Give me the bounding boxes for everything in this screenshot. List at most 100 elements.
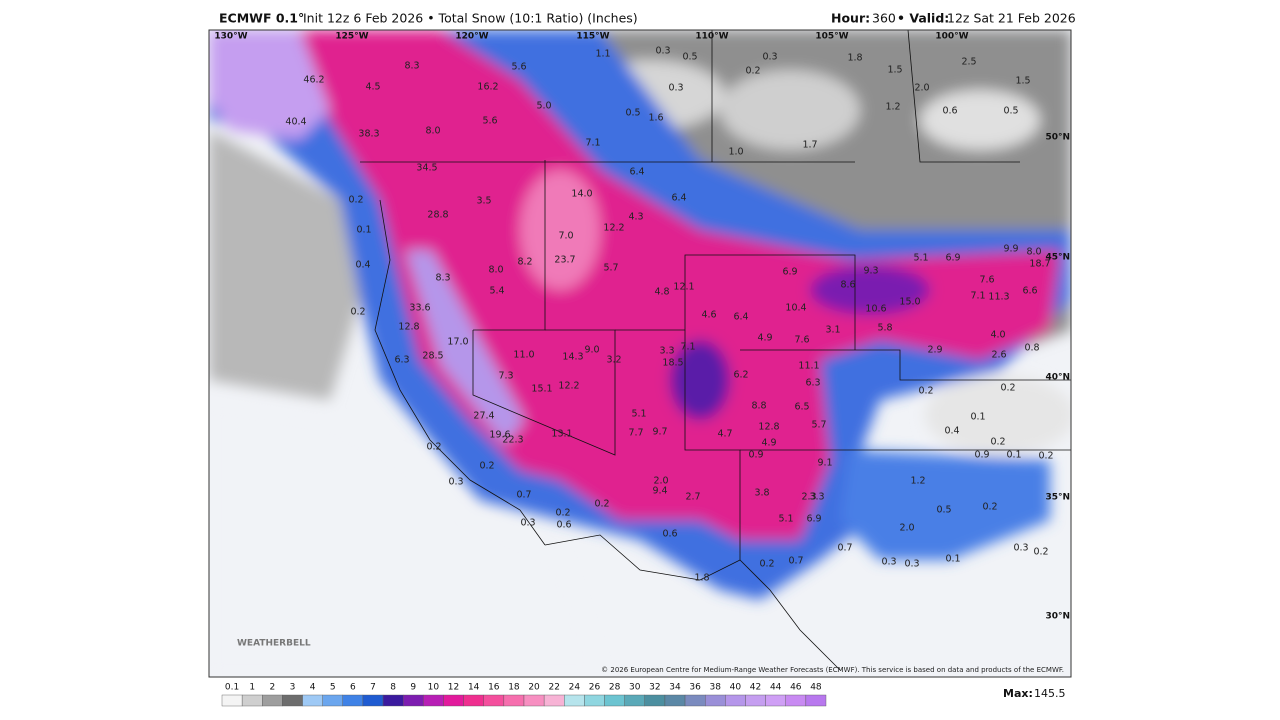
- snow-value: 0.6: [662, 529, 677, 540]
- legend-level: 42: [750, 683, 761, 693]
- snow-value: 0.2: [1000, 383, 1015, 394]
- snow-value: 46.2: [303, 75, 324, 86]
- snow-value: 0.3: [762, 52, 777, 63]
- legend-swatch: [765, 694, 786, 707]
- snow-value: 6.3: [394, 355, 409, 366]
- snow-value: 3.3: [659, 346, 674, 357]
- snow-value: 40.4: [285, 117, 306, 128]
- snow-value: 0.2: [990, 437, 1005, 448]
- legend-swatch: [684, 694, 706, 707]
- longitude-label: 130°W: [214, 32, 247, 42]
- snow-value: 5.8: [877, 323, 892, 334]
- snow-value: 7.3: [498, 371, 513, 382]
- snow-value: 4.0: [990, 330, 1005, 341]
- legend-swatch: [564, 694, 585, 707]
- hour-label: Hour:: [831, 11, 870, 26]
- snow-value: 9.1: [817, 458, 832, 469]
- snow-value: 3.8: [754, 488, 769, 499]
- legend-swatch: [604, 694, 625, 707]
- snow-value: 0.2: [350, 307, 365, 318]
- snow-value: 0.2: [555, 508, 570, 519]
- latitude-label: 40°N: [1045, 373, 1070, 383]
- snow-value: 0.8: [1024, 343, 1039, 354]
- snow-value: 8.6: [840, 280, 855, 291]
- snow-value: 1.2: [910, 476, 925, 487]
- legend-level: 24: [569, 683, 581, 693]
- snow-value: 5.6: [511, 62, 526, 73]
- legend-swatch: [624, 694, 646, 707]
- snow-value: 7.0: [558, 231, 573, 242]
- snow-value: 7.1: [680, 342, 695, 353]
- legend-level: 2: [269, 683, 275, 693]
- snow-value: 13.1: [551, 429, 572, 440]
- description: Init 12z 6 Feb 2026 • Total Snow (10:1 R…: [303, 11, 638, 26]
- snow-value: 5.7: [811, 420, 826, 431]
- snow-value: 5.7: [603, 263, 618, 274]
- snow-value: 1.8: [694, 573, 709, 584]
- snow-value: 0.3: [881, 557, 896, 568]
- snow-value: 15.1: [531, 384, 552, 395]
- snow-value: 9.3: [863, 266, 878, 277]
- snow-value: 6.3: [805, 378, 820, 389]
- snow-value: 22.3: [502, 435, 523, 446]
- snow-value: 10.6: [865, 304, 886, 315]
- legend-level: 4: [310, 683, 316, 693]
- snow-value: 8.2: [517, 257, 532, 268]
- snow-value: 0.3: [904, 559, 919, 570]
- snow-value: 0.2: [918, 386, 933, 397]
- snow-value: 6.5: [794, 402, 809, 413]
- snow-value: 4.5: [365, 82, 380, 93]
- longitude-label: 110°W: [695, 32, 728, 42]
- snow-value: 1.7: [802, 140, 817, 151]
- snow-value: 0.9: [974, 450, 989, 461]
- snow-value: 3.5: [476, 196, 491, 207]
- legend-level: 46: [790, 683, 802, 693]
- legend-swatch: [543, 694, 565, 707]
- latitude-label: 50°N: [1045, 133, 1070, 143]
- hour: 360: [872, 11, 896, 26]
- snow-value: 8.3: [435, 273, 450, 284]
- snow-value: 4.3: [628, 212, 643, 223]
- snow-value: 12.8: [758, 422, 779, 433]
- legend-swatch: [483, 694, 505, 707]
- snow-value: 0.1: [945, 554, 960, 565]
- snow-value: 2.9: [927, 345, 942, 356]
- legend-level: 48: [810, 683, 822, 693]
- legend-level: 0.1: [225, 683, 239, 693]
- legend-level: 9: [410, 683, 416, 693]
- snow-value: 0.6: [556, 520, 571, 531]
- snow-value: 6.4: [733, 312, 748, 323]
- legend-swatch: [302, 694, 323, 707]
- snow-value: 5.1: [631, 409, 646, 420]
- snow-value: 7.7: [628, 428, 643, 439]
- snow-value: 0.1: [356, 225, 371, 236]
- legend-swatch: [705, 694, 726, 707]
- longitude-label: 105°W: [815, 32, 848, 42]
- snow-value: 0.2: [594, 499, 609, 510]
- snow-value: 11.0: [513, 350, 534, 361]
- legend-swatch: [644, 694, 666, 707]
- snow-value: 11.1: [798, 361, 819, 372]
- legend-swatch: [443, 694, 464, 707]
- snow-value: 6.4: [671, 193, 686, 204]
- snow-field: [209, 30, 1071, 677]
- legend-swatch: [423, 694, 444, 707]
- snow-value: 8.0: [1026, 247, 1041, 258]
- legend-level: 14: [468, 683, 480, 693]
- copyright: © 2026 European Centre for Medium-Range …: [601, 666, 1064, 674]
- borders: [360, 30, 1071, 671]
- snow-value: 17.0: [447, 337, 468, 348]
- snow-value: 6.9: [945, 253, 960, 264]
- snow-value: 2.6: [991, 350, 1006, 361]
- snow-value: 9.9: [1003, 244, 1018, 255]
- snow-value: 38.3: [358, 129, 379, 140]
- snow-value: 0.5: [936, 505, 951, 516]
- latitude-label: 35°N: [1045, 493, 1070, 503]
- snow-value: 9.4: [652, 486, 667, 497]
- snow-value: 0.2: [426, 442, 441, 453]
- snow-value: 12.2: [558, 381, 579, 392]
- snow-value: 6.4: [629, 167, 644, 178]
- snow-value: 0.1: [1006, 450, 1021, 461]
- longitude-label: 120°W: [455, 32, 488, 42]
- snow-value: 10.4: [785, 303, 806, 314]
